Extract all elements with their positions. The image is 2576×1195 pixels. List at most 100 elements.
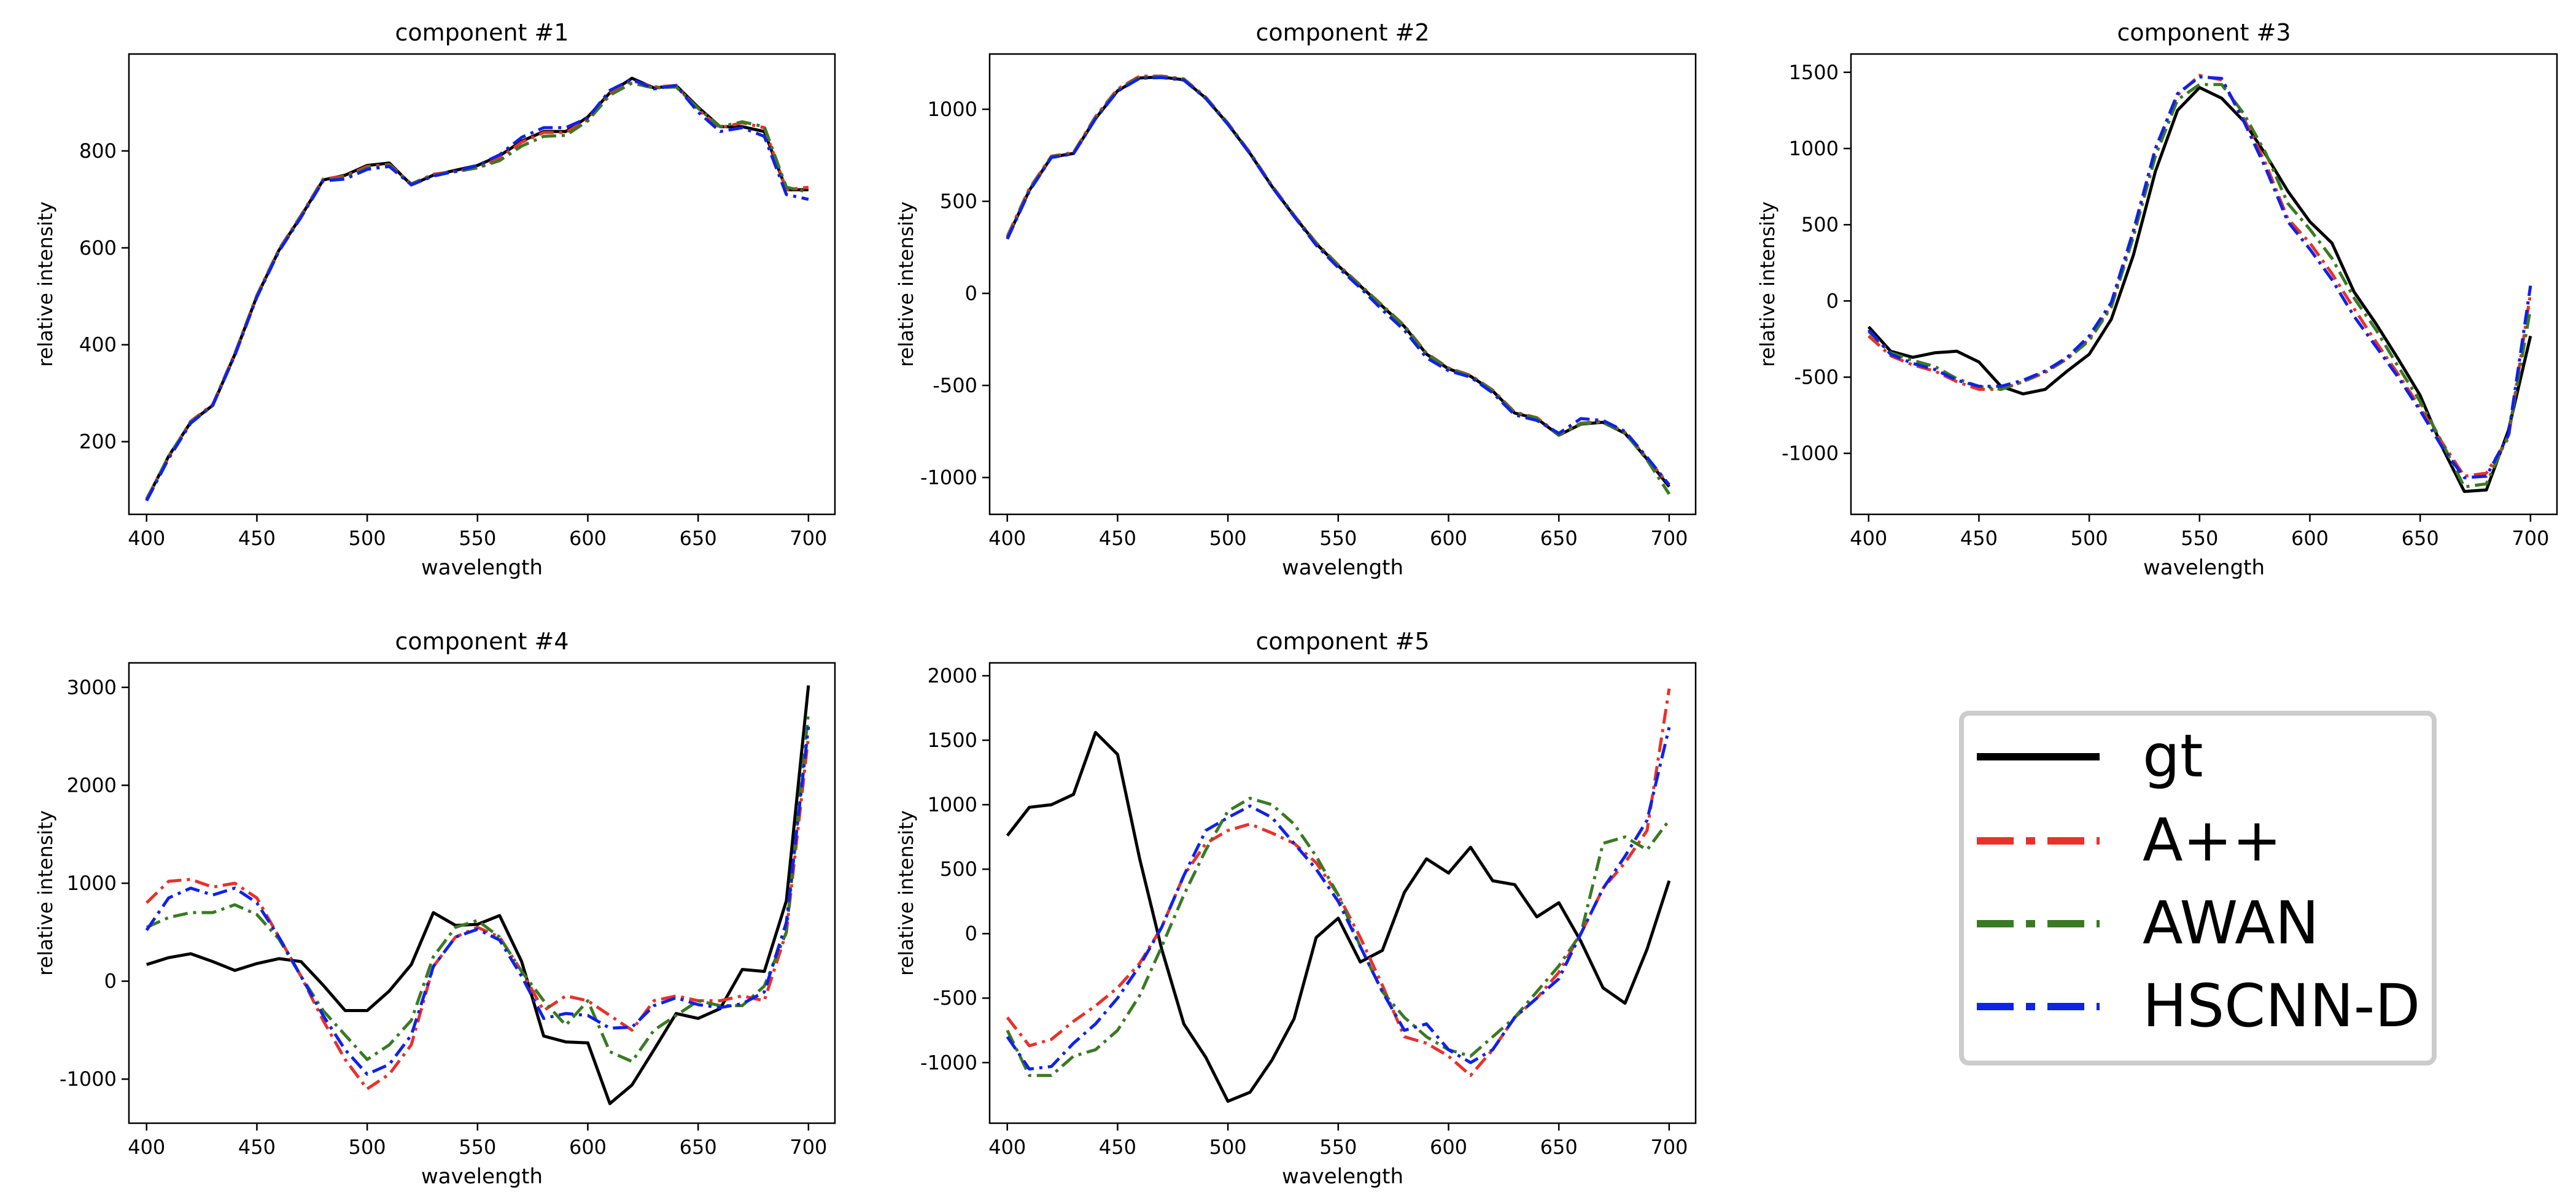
- axes-frame: [128, 662, 836, 1124]
- x-axis-label: wavelength: [1282, 555, 1403, 580]
- x-tick-label: 700: [789, 527, 827, 550]
- y-axis-label: relative intensity: [894, 810, 918, 976]
- y-tick-label: -1000: [920, 466, 977, 489]
- x-tick-label: 550: [459, 1135, 496, 1159]
- axes-frame: [988, 53, 1697, 516]
- series-line-awan: [1006, 797, 1670, 1077]
- y-tick-label: 500: [940, 857, 977, 881]
- x-axis-label: wavelength: [421, 1164, 543, 1189]
- y-tick-label: 600: [79, 236, 117, 260]
- chart-component-4: component #4 400 450 500 550 600 650 700 -1000 0 1…: [34, 628, 836, 1189]
- legend-label-hscnnd: HSCNN-D: [2143, 972, 2420, 1040]
- y-tick-label: -500: [1794, 365, 1839, 389]
- series-line-a: [145, 736, 810, 1091]
- y-tick-label: -1000: [920, 1051, 977, 1074]
- x-tick-label: 500: [349, 1135, 386, 1159]
- x-tick-label: 450: [238, 527, 276, 550]
- x-tick-label: 500: [349, 527, 386, 550]
- x-tick-label: 400: [988, 1135, 1026, 1159]
- chart-title: component #3: [2117, 19, 2291, 46]
- y-tick-label: 2000: [67, 773, 117, 797]
- y-tick-label: 500: [1801, 213, 1839, 236]
- axes-frame: [1850, 53, 2558, 516]
- y-axis-label: relative intensity: [894, 201, 918, 367]
- series-group: [145, 685, 810, 1105]
- x-tick-label: 550: [2181, 527, 2218, 550]
- series-line-gt: [1867, 86, 2532, 493]
- y-tick-label: 2000: [928, 664, 977, 687]
- x-tick-label: 650: [680, 527, 717, 550]
- y-tick-label: -500: [933, 374, 977, 397]
- x-tick-label: 500: [1209, 1135, 1247, 1159]
- plots: component #1 400 450 500 550 600 650 700 200 400 6…: [34, 19, 2558, 1189]
- x-tick-label: 650: [1540, 1135, 1578, 1159]
- x-axis-label: wavelength: [1282, 1164, 1403, 1189]
- series-line-hscnnd: [145, 726, 810, 1076]
- x-tick-label: 450: [1960, 527, 1998, 550]
- chart-title: component #1: [395, 19, 568, 46]
- y-tick-label: 0: [1826, 289, 1839, 312]
- legend-frame: [1959, 711, 2437, 1065]
- series-line-hscnnd: [145, 77, 809, 502]
- x-tick-label: 500: [1209, 527, 1247, 550]
- y-tick-label: 3000: [67, 676, 117, 699]
- series-line-hscnnd: [1867, 75, 2532, 479]
- y-tick-label: 1000: [1789, 137, 1839, 160]
- y-tick-label: 200: [79, 430, 117, 454]
- x-tick-label: 600: [1430, 1135, 1467, 1159]
- y-axis-label: relative intensity: [1756, 201, 1779, 367]
- x-tick-label: 450: [1099, 527, 1136, 550]
- series-line-hscnnd: [1006, 727, 1671, 1071]
- chart-component-2: component #2 400 450 500 550 600 650 700 -1000 -5…: [894, 19, 1697, 580]
- series-group: [1006, 74, 1670, 495]
- legend-label-gt: gt: [2143, 722, 2203, 791]
- legend-label-awan: AWAN: [2143, 889, 2319, 957]
- axes-frame: [988, 662, 1697, 1124]
- chart-component-1: component #1 400 450 500 550 600 650 700 200 400 6…: [34, 19, 836, 580]
- axes-frame: [128, 53, 836, 516]
- series-line-awan: [145, 711, 810, 1063]
- x-tick-label: 700: [789, 1135, 827, 1159]
- legend: gt A++ AWAN HSCNN-D: [1959, 711, 2437, 1065]
- series-line-gt: [1006, 730, 1671, 1103]
- x-tick-label: 600: [569, 527, 607, 550]
- series-group: [1006, 688, 1671, 1103]
- x-axis-label: wavelength: [421, 555, 543, 580]
- y-tick-label: 0: [965, 282, 977, 305]
- x-tick-label: 650: [2402, 527, 2439, 550]
- y-tick-label: 400: [79, 333, 117, 357]
- series-group: [145, 77, 809, 502]
- chart-title: component #2: [1255, 19, 1429, 46]
- series-line-hscnnd: [1006, 75, 1670, 486]
- chart-title: component #4: [395, 628, 568, 655]
- x-tick-label: 550: [459, 527, 496, 550]
- x-tick-label: 650: [680, 1135, 717, 1159]
- chart-component-3: component #3 400 450 500 550 600 650 700 -1000 -5…: [1756, 19, 2558, 580]
- chart-component-5: component #5 400 450 500 550 600 650 700 -1000 -5…: [894, 628, 1697, 1189]
- x-tick-label: 550: [1319, 527, 1357, 550]
- x-tick-label: 600: [569, 1135, 607, 1159]
- y-tick-label: 800: [79, 139, 117, 163]
- y-tick-label: -500: [933, 986, 977, 1010]
- legend-label-aplusplus: A++: [2143, 806, 2282, 875]
- y-tick-label: 0: [104, 970, 117, 993]
- y-tick-label: 1500: [928, 729, 977, 752]
- x-tick-label: 400: [128, 1135, 165, 1159]
- x-tick-label: 400: [1850, 527, 1887, 550]
- x-tick-label: 450: [238, 1135, 276, 1159]
- x-tick-label: 600: [1430, 527, 1467, 550]
- series-line-gt: [146, 685, 810, 1105]
- x-tick-label: 550: [1319, 1135, 1357, 1159]
- x-tick-label: 400: [128, 527, 165, 550]
- y-tick-label: 1000: [928, 98, 977, 121]
- y-tick-label: 0: [965, 922, 977, 945]
- x-tick-label: 450: [1099, 1135, 1136, 1159]
- chart-title: component #5: [1255, 628, 1429, 655]
- y-axis-label: relative intensity: [34, 810, 57, 976]
- x-tick-label: 700: [2512, 527, 2549, 550]
- series-group: [1867, 74, 2532, 493]
- x-tick-label: 400: [988, 527, 1026, 550]
- series-line-a: [1006, 688, 1671, 1077]
- y-axis-label: relative intensity: [34, 201, 57, 367]
